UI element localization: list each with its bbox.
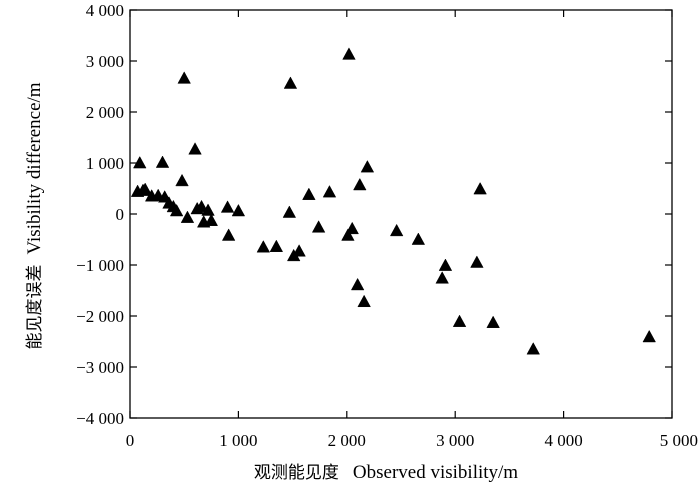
x-axis-title-en: Observed visibility/m [353, 462, 518, 483]
data-point [341, 228, 355, 241]
data-point [269, 239, 284, 252]
data-point [342, 47, 356, 60]
data-point [283, 76, 298, 89]
x-tick-label: 2 000 [328, 431, 366, 450]
y-tick-label: 2 000 [86, 103, 124, 122]
data-points [130, 47, 656, 355]
data-point [353, 177, 367, 191]
data-point [194, 199, 209, 213]
x-axis: 0 1 000 2 000 3 000 4 000 5 000 [126, 10, 698, 450]
data-point [311, 220, 326, 233]
data-point [360, 160, 375, 173]
y-tick-label: −2 000 [76, 307, 124, 326]
y-tick-label: −1 000 [76, 256, 124, 275]
y-axis-title-en: Visibility difference/m [24, 82, 45, 254]
y-axis: 4 000 3 000 2 000 1 000 0 −1 000 −2 000 −3 000 −… [76, 1, 672, 428]
data-point [188, 142, 202, 155]
x-tick-label: 1 000 [219, 431, 257, 450]
data-point [133, 155, 147, 169]
y-axis-title: 能见度误差 Visibility difference/m [24, 82, 45, 349]
y-tick-label: −4 000 [76, 409, 124, 428]
data-point [180, 210, 195, 223]
y-tick-label: 3 000 [86, 52, 124, 71]
data-point [526, 342, 540, 355]
data-point [322, 185, 337, 198]
data-point [411, 232, 426, 245]
data-point [389, 223, 404, 237]
data-point [175, 173, 189, 187]
data-point [204, 213, 219, 226]
data-point [642, 329, 656, 343]
data-point [302, 187, 316, 200]
data-point [177, 71, 191, 84]
y-tick-label: −3 000 [76, 358, 124, 377]
data-point [155, 155, 170, 168]
data-point [256, 240, 271, 253]
x-tick-label: 4 000 [544, 431, 582, 450]
data-point [221, 228, 236, 241]
x-axis-title: 观测能见度 Observed visibility/m [254, 462, 518, 483]
y-tick-label: 4 000 [86, 1, 124, 20]
data-point [357, 294, 371, 308]
data-point [220, 200, 235, 213]
data-point [438, 258, 453, 271]
data-point [473, 181, 487, 195]
data-point [282, 205, 297, 218]
data-point [452, 314, 467, 327]
y-axis-title-cn: 能见度误差 [25, 265, 45, 350]
x-tick-label: 5 000 [660, 431, 698, 450]
data-point [231, 203, 246, 217]
data-point [350, 277, 365, 291]
data-point [435, 271, 449, 284]
data-point [201, 203, 215, 216]
x-axis-title-cn: 观测能见度 [254, 463, 339, 483]
data-point [470, 255, 484, 268]
data-point [292, 244, 306, 257]
x-tick-label: 0 [126, 431, 135, 450]
y-tick-label: 0 [116, 205, 125, 224]
data-point [169, 203, 184, 217]
data-point [345, 221, 359, 235]
x-tick-label: 3 000 [436, 431, 474, 450]
data-point [486, 315, 500, 328]
y-tick-label: 1 000 [86, 154, 124, 173]
data-point [138, 182, 152, 195]
